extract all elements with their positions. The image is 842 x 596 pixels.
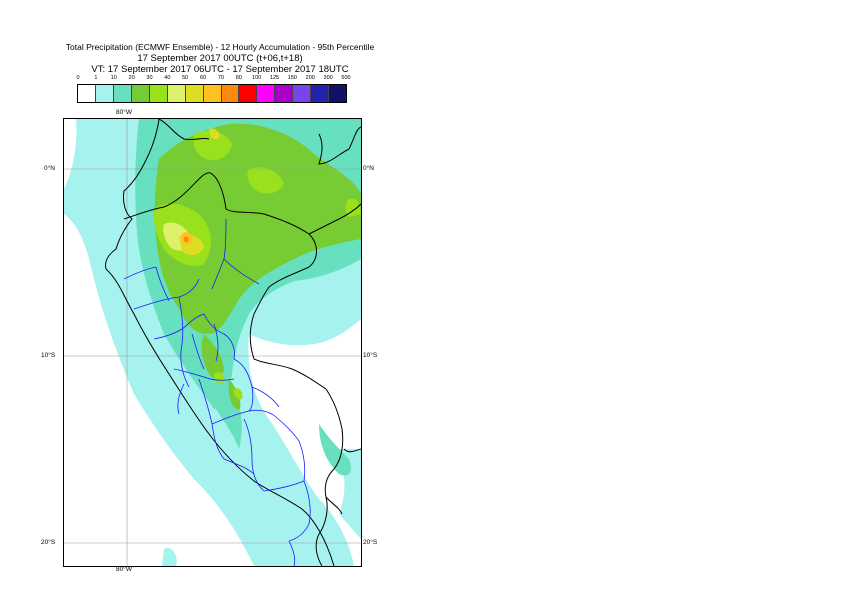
dept-1 [123,266,157,280]
legend-label: 150 [287,75,297,81]
dept-14 [288,480,311,542]
title-line-2: 17 September 2017 00UTC (t+06,t+18) [137,52,303,64]
dept-13 [263,480,305,492]
title-line-3: VT: 17 September 2017 06UTC - 17 Septemb… [91,64,349,75]
legend-label: 10 [110,75,117,81]
legend-swatch [131,85,150,102]
field-lime-f [233,388,243,400]
legend-swatch [311,85,330,102]
legend-labels: 0 1 10 20 30 40 50 60 70 80 100 125 150 200 300 500 [76,75,351,83]
field-orange-b [183,236,189,243]
field-dry-east [248,319,361,566]
border-bolivia [315,496,328,566]
legend-label: 0 [76,75,80,81]
legend-color-bar [77,84,347,103]
graticule [64,119,361,566]
legend-label: 500 [341,75,351,81]
field-light-se [334,449,361,539]
border-ecuador [123,172,213,220]
title-line-1: Total Precipitation (ECMWF Ensemble) - 1… [65,42,375,52]
border-brazil-north [318,126,361,165]
field-dry-nw [64,119,77,189]
coastline [105,119,335,566]
dept-20 [288,540,296,566]
dept-4 [178,296,190,388]
border-peru-brazil [249,313,344,515]
dept-12 [223,458,255,475]
field-olive-b [209,128,220,140]
field-green-a [174,279,216,334]
field-teal-se [319,424,351,476]
legend-label: 20 [128,75,135,81]
border-brazil-a [308,203,361,235]
precipitation-legend: 0 1 10 20 30 40 50 60 70 80 100 125 150 200 300 500 [76,75,351,103]
legend-label: 125 [269,75,280,81]
legend-label: 60 [200,75,207,81]
dept-18 [177,383,185,415]
dept-3 [153,313,205,340]
legend-swatch [203,85,222,102]
legend-swatch [257,85,276,102]
country-borders [105,119,361,566]
border-colombia [158,119,210,141]
field-lime-b [193,130,232,161]
field-green-b [201,334,224,379]
legend-label: 70 [217,75,224,81]
legend-swatch [113,85,132,102]
lat-label-0-right: 0°N [363,165,374,172]
legend-label: 30 [146,75,153,81]
legend-label: 100 [252,75,262,81]
lat-label-10-left: 10°S [41,352,56,359]
legend-label: 200 [305,75,315,81]
map-frame [63,118,362,567]
lat-label-0-left: 0°N [44,165,55,172]
lat-label-20-left: 20°S [41,539,56,546]
legend-swatch [293,85,312,102]
lon-label-bottom: 80°W [116,566,132,573]
dept-6 [173,368,235,381]
legend-label: 80 [235,75,242,81]
department-borders [123,218,311,566]
lat-label-10-right: 10°S [363,352,378,359]
lat-label-20-right: 20°S [363,539,378,546]
legend-swatch [167,85,186,102]
map-title: Total Precipitation (ECMWF Ensemble) - 1… [40,42,400,76]
legend-label: 50 [182,75,189,81]
field-lime-d [345,198,361,217]
dept-22 [191,333,205,370]
border-bolivia-b [343,448,361,453]
dept-16 [223,258,260,285]
field-lime-c [247,167,284,194]
legend-swatch [221,85,240,102]
legend-swatch [239,85,258,102]
dept-17 [155,266,170,302]
field-dry-ocean [64,214,254,566]
legend-swatch [149,85,168,102]
legend-label: 1 [94,75,98,81]
dept-21 [213,323,219,362]
legend-swatch [95,85,114,102]
dept-19 [251,386,280,408]
field-teal-central [194,349,242,449]
field-lime-e [214,372,225,385]
dept-11 [275,416,306,482]
legend-swatch [185,85,204,102]
dept-5 [203,313,235,360]
field-speck-s [162,547,177,566]
legend-label: 300 [323,75,333,81]
field-green-north [154,123,361,334]
legend-swatch [329,85,347,102]
lon-label-top: 80°W [116,109,132,116]
legend-swatch [78,85,96,102]
dept-10 [243,418,265,492]
legend-swatch [275,85,294,102]
legend-label: 40 [164,75,171,81]
precipitation-map [64,119,361,566]
